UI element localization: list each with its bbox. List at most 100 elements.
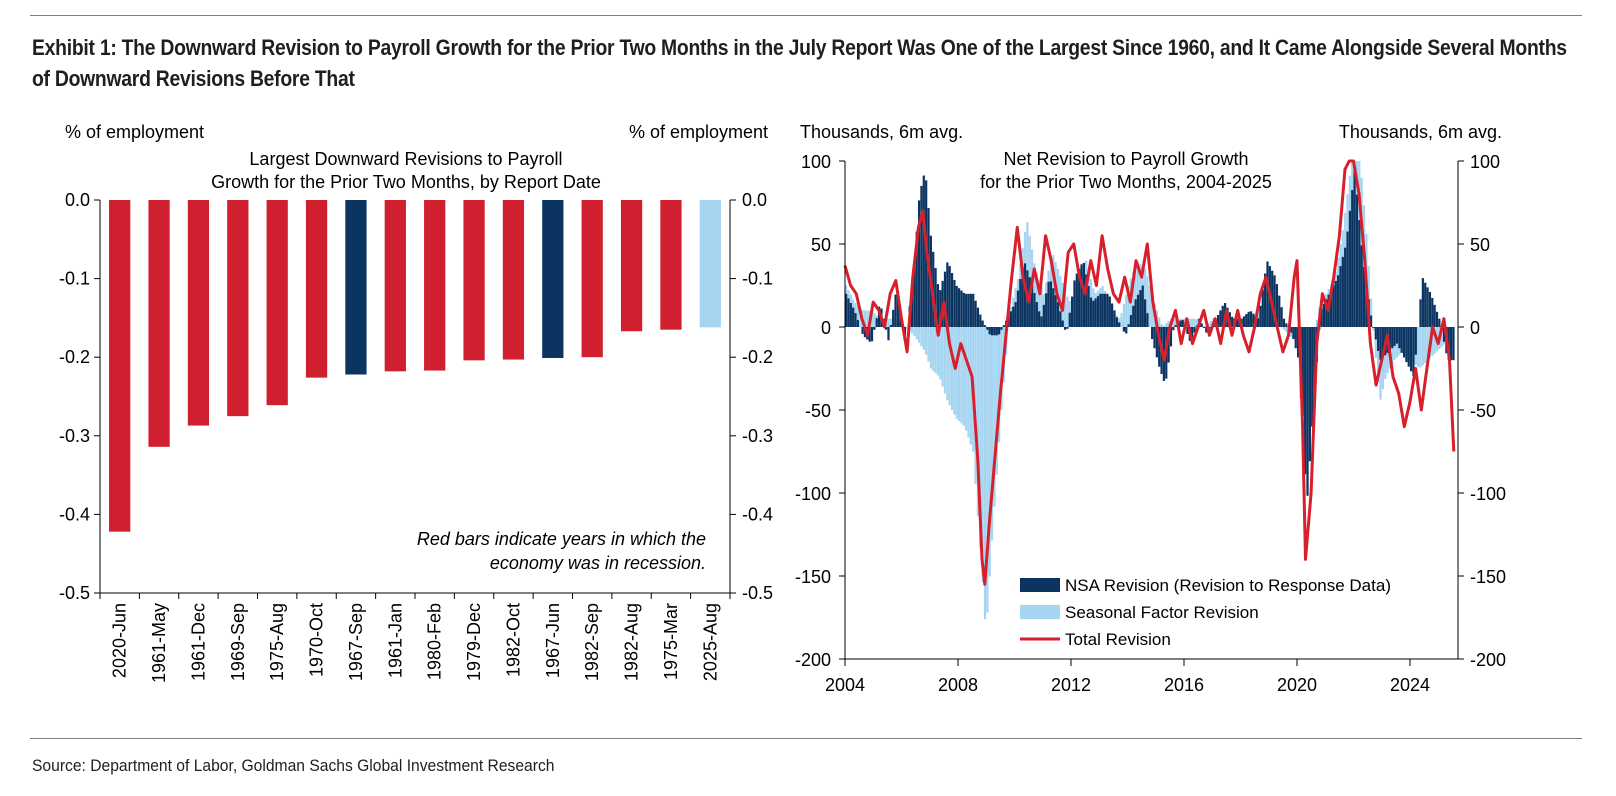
seasonal-factor-bar: [887, 318, 890, 327]
legend-swatch: [1020, 578, 1060, 592]
nsa-revision-bar: [1358, 220, 1361, 327]
nsa-revision-bar: [936, 284, 940, 327]
right-ytick-label-left: 100: [801, 152, 831, 172]
right-ylabel-right: Thousands, 6m avg.: [1339, 122, 1502, 142]
right-xtick-label: 2004: [825, 675, 865, 695]
nsa-revision-bar: [1113, 310, 1116, 327]
nsa-revision-bar: [1414, 327, 1417, 355]
nsa-revision-bar: [892, 309, 895, 327]
seasonal-factor-bar: [1122, 303, 1126, 327]
left-ytick-label-right: -0.1: [742, 269, 773, 289]
nsa-revision-bar: [995, 327, 998, 336]
nsa-revision-bar: [1294, 327, 1297, 349]
seasonal-factor-bar: [922, 327, 925, 350]
seasonal-factor-bar: [917, 327, 921, 343]
seasonal-factor-bar: [1063, 289, 1067, 327]
nsa-revision-bar: [1075, 273, 1078, 327]
nsa-revision-bar: [1094, 298, 1097, 327]
nsa-revision-bar: [1136, 294, 1140, 327]
nsa-revision-bar: [1278, 295, 1281, 327]
left-ytick-label-right: -0.3: [742, 426, 773, 446]
nsa-revision-bar: [917, 200, 921, 327]
nsa-revision-bar: [969, 293, 973, 327]
seasonal-factor-bar: [1193, 318, 1196, 327]
nsa-revision-bar: [1181, 320, 1184, 327]
right-revision-chart: Thousands, 6m avg. Thousands, 6m avg. Net …: [795, 122, 1506, 695]
nsa-revision-bar: [953, 279, 956, 327]
left-ytick-label-right: -0.2: [742, 347, 773, 367]
seasonal-factor-bar: [1424, 327, 1427, 363]
left-category-label: 1967-Sep: [346, 603, 366, 681]
nsa-revision-bar: [1111, 303, 1114, 327]
nsa-revision-bar: [1089, 297, 1093, 327]
seasonal-factor-bar: [1374, 327, 1377, 359]
left-bar: [266, 200, 288, 406]
seasonal-factor-bar: [1440, 327, 1443, 347]
nsa-revision-bar: [960, 290, 963, 327]
nsa-revision-bar: [1435, 311, 1439, 327]
left-category-label: 1982-Aug: [622, 603, 642, 681]
nsa-revision-bar: [1106, 293, 1109, 327]
seasonal-factor-bar: [974, 327, 977, 484]
right-xtick-label: 2024: [1390, 675, 1430, 695]
left-category-label: 1969-Sep: [228, 603, 248, 681]
left-bar: [109, 200, 131, 532]
nsa-revision-bar: [913, 262, 916, 327]
nsa-revision-bar: [1261, 289, 1264, 327]
seasonal-factor-bar: [1132, 271, 1135, 327]
seasonal-factor-bar: [915, 327, 918, 340]
nsa-revision-bar: [979, 314, 982, 327]
nsa-revision-bar: [1351, 190, 1354, 327]
legend-label: Seasonal Factor Revision: [1065, 603, 1259, 622]
total-revision-line: [843, 159, 1456, 586]
nsa-revision-bar: [1153, 327, 1156, 349]
source-note: Source: Department of Labor, Goldman Sac…: [32, 756, 555, 775]
nsa-revision-bar: [990, 327, 994, 336]
nsa-revision-bar: [1012, 306, 1015, 327]
nsa-revision-bar: [1369, 315, 1373, 327]
nsa-revision-bar: [1341, 256, 1344, 327]
nsa-revision-bar: [1141, 285, 1144, 327]
nsa-revision-bar: [1108, 296, 1111, 327]
nsa-revision-bar: [1021, 267, 1024, 327]
nsa-revision-bar: [1355, 194, 1359, 327]
nsa-revision-bar: [1242, 316, 1246, 327]
right-ytick-label-right: 50: [1470, 235, 1490, 255]
nsa-revision-bar: [854, 313, 857, 327]
nsa-revision-bar: [875, 318, 878, 327]
right-ytick-label-right: 100: [1470, 152, 1500, 172]
nsa-revision-bar: [1054, 295, 1057, 327]
nsa-revision-bar: [1042, 304, 1045, 327]
left-category-label: 1980-Feb: [425, 603, 445, 680]
seasonal-factor-bar: [953, 327, 956, 415]
nsa-revision-bar: [946, 262, 949, 327]
right-ytick-label-right: -50: [1470, 401, 1496, 421]
seasonal-factor-bar: [1162, 325, 1166, 327]
left-bar: [345, 200, 367, 375]
nsa-revision-bar: [1405, 327, 1408, 363]
nsa-revision-bar: [1092, 300, 1095, 327]
seasonal-factor-bar: [1167, 321, 1170, 327]
seasonal-factor-bar: [932, 327, 935, 371]
nsa-revision-bar: [868, 327, 871, 342]
seasonal-factor-bar: [967, 327, 970, 438]
left-category-label: 1967-Jun: [543, 603, 563, 678]
nsa-revision-bar: [1059, 311, 1062, 327]
left-bar: [187, 200, 210, 426]
right-ytick-label-right: -150: [1470, 567, 1506, 587]
left-category-label: 1982-Oct: [503, 603, 523, 677]
right-xtick-label: 2012: [1051, 675, 1091, 695]
nsa-revision-bar: [1313, 327, 1316, 395]
right-chart-title-line: for the Prior Two Months, 2004-2025: [980, 172, 1272, 192]
nsa-revision-bar: [1428, 291, 1432, 327]
nsa-revision-bar: [1143, 299, 1147, 327]
left-bar-chart: % of employment % of employment Largest Do…: [59, 122, 773, 683]
nsa-revision-bar: [1391, 327, 1394, 349]
nsa-revision-bar: [1419, 299, 1422, 327]
nsa-revision-bar: [1266, 261, 1269, 327]
nsa-revision-bar: [1344, 247, 1347, 327]
left-bar: [502, 200, 525, 360]
right-xtick-label: 2020: [1277, 675, 1317, 695]
nsa-revision-bar: [939, 290, 942, 327]
nsa-revision-bar: [1030, 284, 1034, 327]
